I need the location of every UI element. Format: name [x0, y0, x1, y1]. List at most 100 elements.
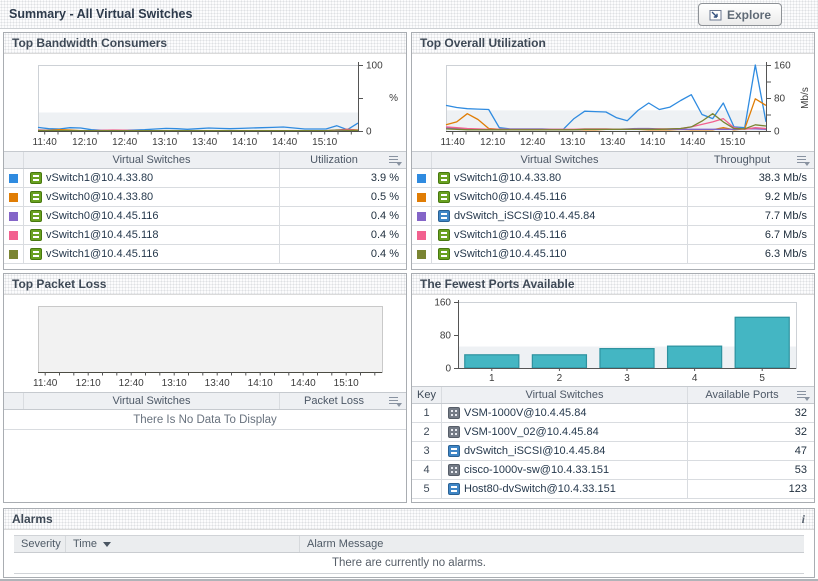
- switch-name-cell[interactable]: Host80-dvSwitch@10.4.33.151: [442, 480, 688, 498]
- switch-name: vSwitch1@10.4.33.80: [46, 172, 154, 184]
- switch-name-cell[interactable]: dvSwitch_iSCSI@10.4.45.84: [432, 207, 688, 225]
- svg-text:1: 1: [489, 373, 495, 384]
- switch-name-cell[interactable]: vSwitch0@10.4.45.116: [432, 188, 688, 206]
- svg-text:14:40: 14:40: [680, 137, 705, 148]
- alarms-table: Severity Time Alarm Message There are cu…: [14, 535, 804, 574]
- alarms-col-message[interactable]: Alarm Message: [307, 538, 384, 550]
- table-row[interactable]: vSwitch1@10.4.45.110 6.3 Mb/s: [412, 245, 814, 264]
- name-column-header[interactable]: Virtual Switches: [432, 152, 688, 168]
- column-chooser-icon[interactable]: [389, 155, 402, 166]
- switch-name: vSwitch1@10.4.45.118: [46, 229, 159, 241]
- vswitch-icon: [438, 229, 450, 241]
- switch-name-cell[interactable]: VSM-1000V@10.4.45.84: [442, 404, 688, 422]
- table-row[interactable]: vSwitch1@10.4.45.116 0.4 %: [4, 245, 406, 264]
- switch-name-cell[interactable]: cisco-1000v-sw@10.4.33.151: [442, 461, 688, 479]
- row-swatch-cell: [4, 169, 24, 187]
- switch-name-cell[interactable]: vSwitch1@10.4.45.116: [432, 226, 688, 244]
- switch-name-cell[interactable]: VSM-100V_02@10.4.45.84: [442, 423, 688, 441]
- svg-text:14:40: 14:40: [272, 137, 297, 148]
- switch-name: vSwitch0@10.4.33.80: [46, 191, 154, 203]
- switch-name-cell[interactable]: vSwitch1@10.4.33.80: [24, 169, 280, 187]
- switch-name-cell[interactable]: vSwitch1@10.4.45.116: [24, 245, 280, 263]
- name-column-header[interactable]: Virtual Switches: [442, 387, 688, 403]
- table-row[interactable]: vSwitch1@10.4.33.80 3.9 %: [4, 169, 406, 188]
- name-column-header[interactable]: Virtual Switches: [24, 152, 280, 168]
- alarms-header-row: Severity Time Alarm Message: [14, 535, 804, 553]
- table-row[interactable]: vSwitch0@10.4.45.116 9.2 Mb/s: [412, 188, 814, 207]
- dvswitch-icon: [448, 483, 460, 495]
- table-row[interactable]: dvSwitch_iSCSI@10.4.45.84 7.7 Mb/s: [412, 207, 814, 226]
- table-header-row: Virtual Switches Packet Loss: [4, 393, 406, 410]
- panel-title: Top Overall Utilization: [412, 33, 814, 54]
- switch-name-cell[interactable]: vSwitch0@10.4.33.80: [24, 188, 280, 206]
- explore-button[interactable]: Explore: [697, 3, 782, 26]
- value-cell: 7.7 Mb/s: [764, 210, 807, 222]
- svg-text:4: 4: [692, 373, 698, 384]
- panel-fewest-ports-available: The Fewest Ports Available 1 2 3 4 5 0 80 160 K…: [411, 273, 815, 503]
- value-cell: 38.3 Mb/s: [758, 172, 807, 184]
- value-cell: 3.9 %: [370, 172, 399, 184]
- svg-text:14:10: 14:10: [232, 137, 257, 148]
- row-swatch-cell: [4, 245, 24, 263]
- switch-name-cell[interactable]: vSwitch1@10.4.33.80: [432, 169, 688, 187]
- vsm-icon: [448, 426, 460, 438]
- vswitch-icon: [30, 172, 42, 184]
- alarms-empty-row: There are currently no alarms.: [14, 553, 804, 573]
- alarms-col-severity[interactable]: Severity: [14, 536, 66, 552]
- value-cell: 0.4 %: [370, 248, 399, 260]
- table-row[interactable]: vSwitch0@10.4.45.116 0.4 %: [4, 207, 406, 226]
- svg-text:12:10: 12:10: [72, 137, 97, 148]
- value-column-header[interactable]: Available Ports: [688, 387, 814, 403]
- vswitch-icon: [30, 191, 42, 203]
- table-row[interactable]: 2 VSM-100V_02@10.4.45.84 32: [412, 423, 814, 442]
- table-row[interactable]: vSwitch1@10.4.45.118 0.4 %: [4, 226, 406, 245]
- switch-name-cell[interactable]: vSwitch0@10.4.45.116: [24, 207, 280, 225]
- info-icon[interactable]: i: [801, 512, 805, 526]
- value-column-header[interactable]: Utilization: [280, 152, 406, 168]
- dashboard-header: Summary - All Virtual Switches Explore: [0, 0, 818, 29]
- table-row[interactable]: 1 VSM-1000V@10.4.45.84 32: [412, 404, 814, 423]
- value-cell: 0.4 %: [370, 210, 399, 222]
- column-chooser-icon[interactable]: [797, 390, 810, 401]
- svg-text:11:40: 11:40: [33, 378, 58, 389]
- svg-text:11:40: 11:40: [441, 137, 466, 148]
- value-cell: 32: [794, 426, 807, 438]
- fewest-ports-table: Key Virtual Switches Available Ports 1 VSM-1…: [412, 386, 814, 499]
- switch-name: vSwitch0@10.4.45.116: [46, 210, 159, 222]
- value-cell: 9.2 Mb/s: [764, 191, 807, 203]
- column-chooser-icon[interactable]: [389, 396, 402, 407]
- column-chooser-icon[interactable]: [797, 155, 810, 166]
- explore-icon: [709, 9, 722, 20]
- switch-name: vSwitch1@10.4.45.110: [454, 248, 567, 260]
- panel-title: The Fewest Ports Available: [412, 274, 814, 295]
- table-row[interactable]: 5 Host80-dvSwitch@10.4.33.151 123: [412, 480, 814, 499]
- page-title: Summary - All Virtual Switches: [9, 7, 193, 21]
- table-row[interactable]: vSwitch1@10.4.45.116 6.7 Mb/s: [412, 226, 814, 245]
- table-row[interactable]: 4 cisco-1000v-sw@10.4.33.151 53: [412, 461, 814, 480]
- series-color-swatch: [9, 211, 18, 221]
- value-column-header[interactable]: Throughput: [688, 152, 814, 168]
- alarms-col-time[interactable]: Time: [66, 536, 300, 552]
- switch-name-cell[interactable]: vSwitch1@10.4.45.110: [432, 245, 688, 263]
- table-row[interactable]: vSwitch0@10.4.33.80 0.5 %: [4, 188, 406, 207]
- table-row[interactable]: 3 dvSwitch_iSCSI@10.4.45.84 47: [412, 442, 814, 461]
- series-color-swatch: [9, 192, 18, 202]
- swatch-column-header: [412, 152, 432, 168]
- value-column-header[interactable]: Packet Loss: [280, 393, 406, 409]
- packet-loss-table: Virtual Switches Packet Loss There Is No D…: [4, 392, 406, 430]
- vswitch-icon: [30, 229, 42, 241]
- switch-name-cell[interactable]: vSwitch1@10.4.45.118: [24, 226, 280, 244]
- svg-text:14:40: 14:40: [291, 378, 316, 389]
- panel-top-bandwidth-consumers: Top Bandwidth Consumers 11:40 12:10 12:40 1…: [3, 32, 407, 270]
- switch-name: vSwitch0@10.4.45.116: [454, 191, 567, 203]
- alarms-col-time-label: Time: [73, 538, 98, 550]
- svg-text:5: 5: [759, 373, 765, 384]
- table-row[interactable]: vSwitch1@10.4.33.80 38.3 Mb/s: [412, 169, 814, 188]
- series-color-swatch: [417, 173, 426, 183]
- series-color-swatch: [417, 230, 426, 240]
- switch-name-cell[interactable]: dvSwitch_iSCSI@10.4.45.84: [442, 442, 688, 460]
- svg-text:12:40: 12:40: [520, 137, 545, 148]
- name-column-header[interactable]: Virtual Switches: [24, 393, 280, 409]
- dvswitch-icon: [448, 445, 460, 457]
